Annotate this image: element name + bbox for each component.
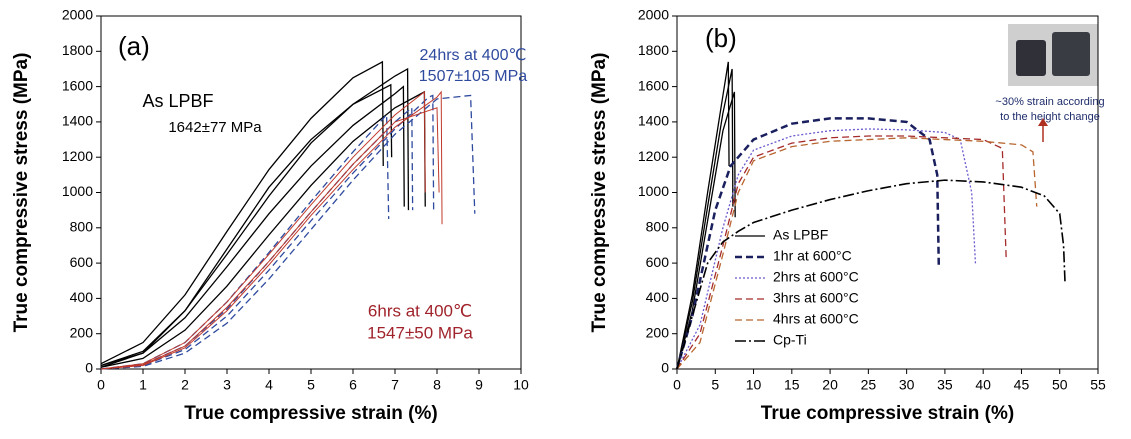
x-tick-label: 0 [673, 377, 681, 393]
series-line [100, 90, 426, 370]
y-tick-label: 2000 [638, 7, 669, 23]
series-line [100, 60, 384, 365]
y-tick-label: 1000 [62, 183, 93, 199]
x-tick-label: 55 [1090, 377, 1106, 393]
y-tick-label: 1600 [638, 77, 669, 93]
x-tick-label: 7 [391, 377, 399, 393]
y-axis-label: True compressive stress (MPa) [11, 53, 32, 333]
y-tick-label: 800 [646, 219, 670, 235]
sample-compressed [1016, 40, 1046, 76]
x-tick-label: 8 [433, 377, 441, 393]
series-line [100, 85, 405, 367]
legend-label: 2hrs at 600°C [773, 269, 859, 285]
annotation: 1507±105 MPa [419, 68, 528, 85]
y-tick-label: 400 [646, 289, 670, 305]
series-line [676, 179, 1066, 370]
x-tick-label: 10 [746, 377, 762, 393]
y-tick-label: 400 [70, 289, 94, 305]
series-line [100, 94, 435, 370]
y-tick-label: 1200 [62, 148, 93, 164]
x-axis-label: True compressive strain (%) [761, 403, 1014, 424]
series-line [675, 117, 941, 370]
series-line [100, 107, 440, 370]
annotation: ~30% strain according [995, 96, 1104, 108]
y-tick-label: 1400 [62, 113, 93, 129]
sample-original [1052, 32, 1090, 76]
x-tick-label: 20 [822, 377, 838, 393]
x-tick-label: 5 [307, 377, 315, 393]
x-tick-label: 30 [899, 377, 915, 393]
legend-label: As LPBF [773, 227, 828, 243]
x-tick-label: 0 [97, 377, 105, 393]
series-line [676, 128, 977, 370]
y-tick-label: 600 [70, 254, 94, 270]
x-tick-label: 15 [784, 377, 800, 393]
x-axis-label: True compressive strain (%) [184, 403, 437, 424]
y-tick-label: 200 [646, 324, 670, 340]
series-line [676, 135, 1007, 370]
panel-label: (a) [118, 31, 150, 61]
legend-label: 1hr at 600°C [773, 248, 852, 264]
annotation: to the height change [1000, 111, 1100, 123]
x-tick-label: 35 [937, 377, 953, 393]
x-tick-label: 25 [861, 377, 877, 393]
y-tick-label: 600 [646, 254, 670, 270]
x-tick-label: 10 [513, 377, 529, 393]
x-tick-label: 4 [265, 377, 273, 393]
series-line [676, 137, 1038, 370]
series-line [100, 83, 393, 368]
y-tick-label: 0 [661, 360, 669, 376]
x-tick-label: 2 [181, 377, 189, 393]
inset-photo [1008, 24, 1098, 142]
series-line [100, 90, 426, 368]
y-tick-label: 1000 [638, 183, 669, 199]
y-axis-label: True compressive stress (MPa) [589, 53, 610, 333]
y-tick-label: 200 [70, 324, 94, 340]
series-line [100, 94, 476, 370]
y-tick-label: 1800 [638, 42, 669, 58]
y-tick-label: 0 [85, 360, 93, 376]
arrow-head [1038, 118, 1048, 126]
series-line [676, 68, 734, 370]
x-tick-label: 45 [1014, 377, 1030, 393]
x-tick-label: 5 [711, 377, 719, 393]
y-tick-label: 800 [70, 219, 94, 235]
legend-label: 4hrs at 600°C [773, 311, 859, 327]
y-tick-label: 1600 [62, 77, 93, 93]
series-line [100, 90, 443, 370]
annotation: 1642±77 MPa [168, 119, 262, 136]
series-line [100, 106, 414, 370]
annotation: 1547±50 MPa [367, 323, 473, 342]
y-tick-label: 1400 [638, 113, 669, 129]
x-tick-label: 9 [475, 377, 483, 393]
x-tick-label: 40 [975, 377, 991, 393]
x-tick-label: 50 [1052, 377, 1068, 393]
legend-label: Cp-Ti [773, 332, 807, 348]
x-tick-label: 6 [349, 377, 357, 393]
legend-label: 3hrs at 600°C [773, 290, 859, 306]
series-line [676, 61, 730, 370]
y-tick-label: 2000 [62, 7, 93, 23]
y-tick-label: 1200 [638, 148, 669, 164]
series-line [100, 113, 390, 370]
y-tick-label: 1800 [62, 42, 93, 58]
annotation: As LPBF [142, 91, 213, 111]
annotation: 6hrs at 400℃ [368, 301, 472, 320]
annotation: 24hrs at 400℃ [420, 47, 527, 64]
panel-label: (b) [705, 23, 737, 53]
series-line [100, 67, 410, 367]
x-tick-label: 3 [223, 377, 231, 393]
x-tick-label: 1 [139, 377, 147, 393]
